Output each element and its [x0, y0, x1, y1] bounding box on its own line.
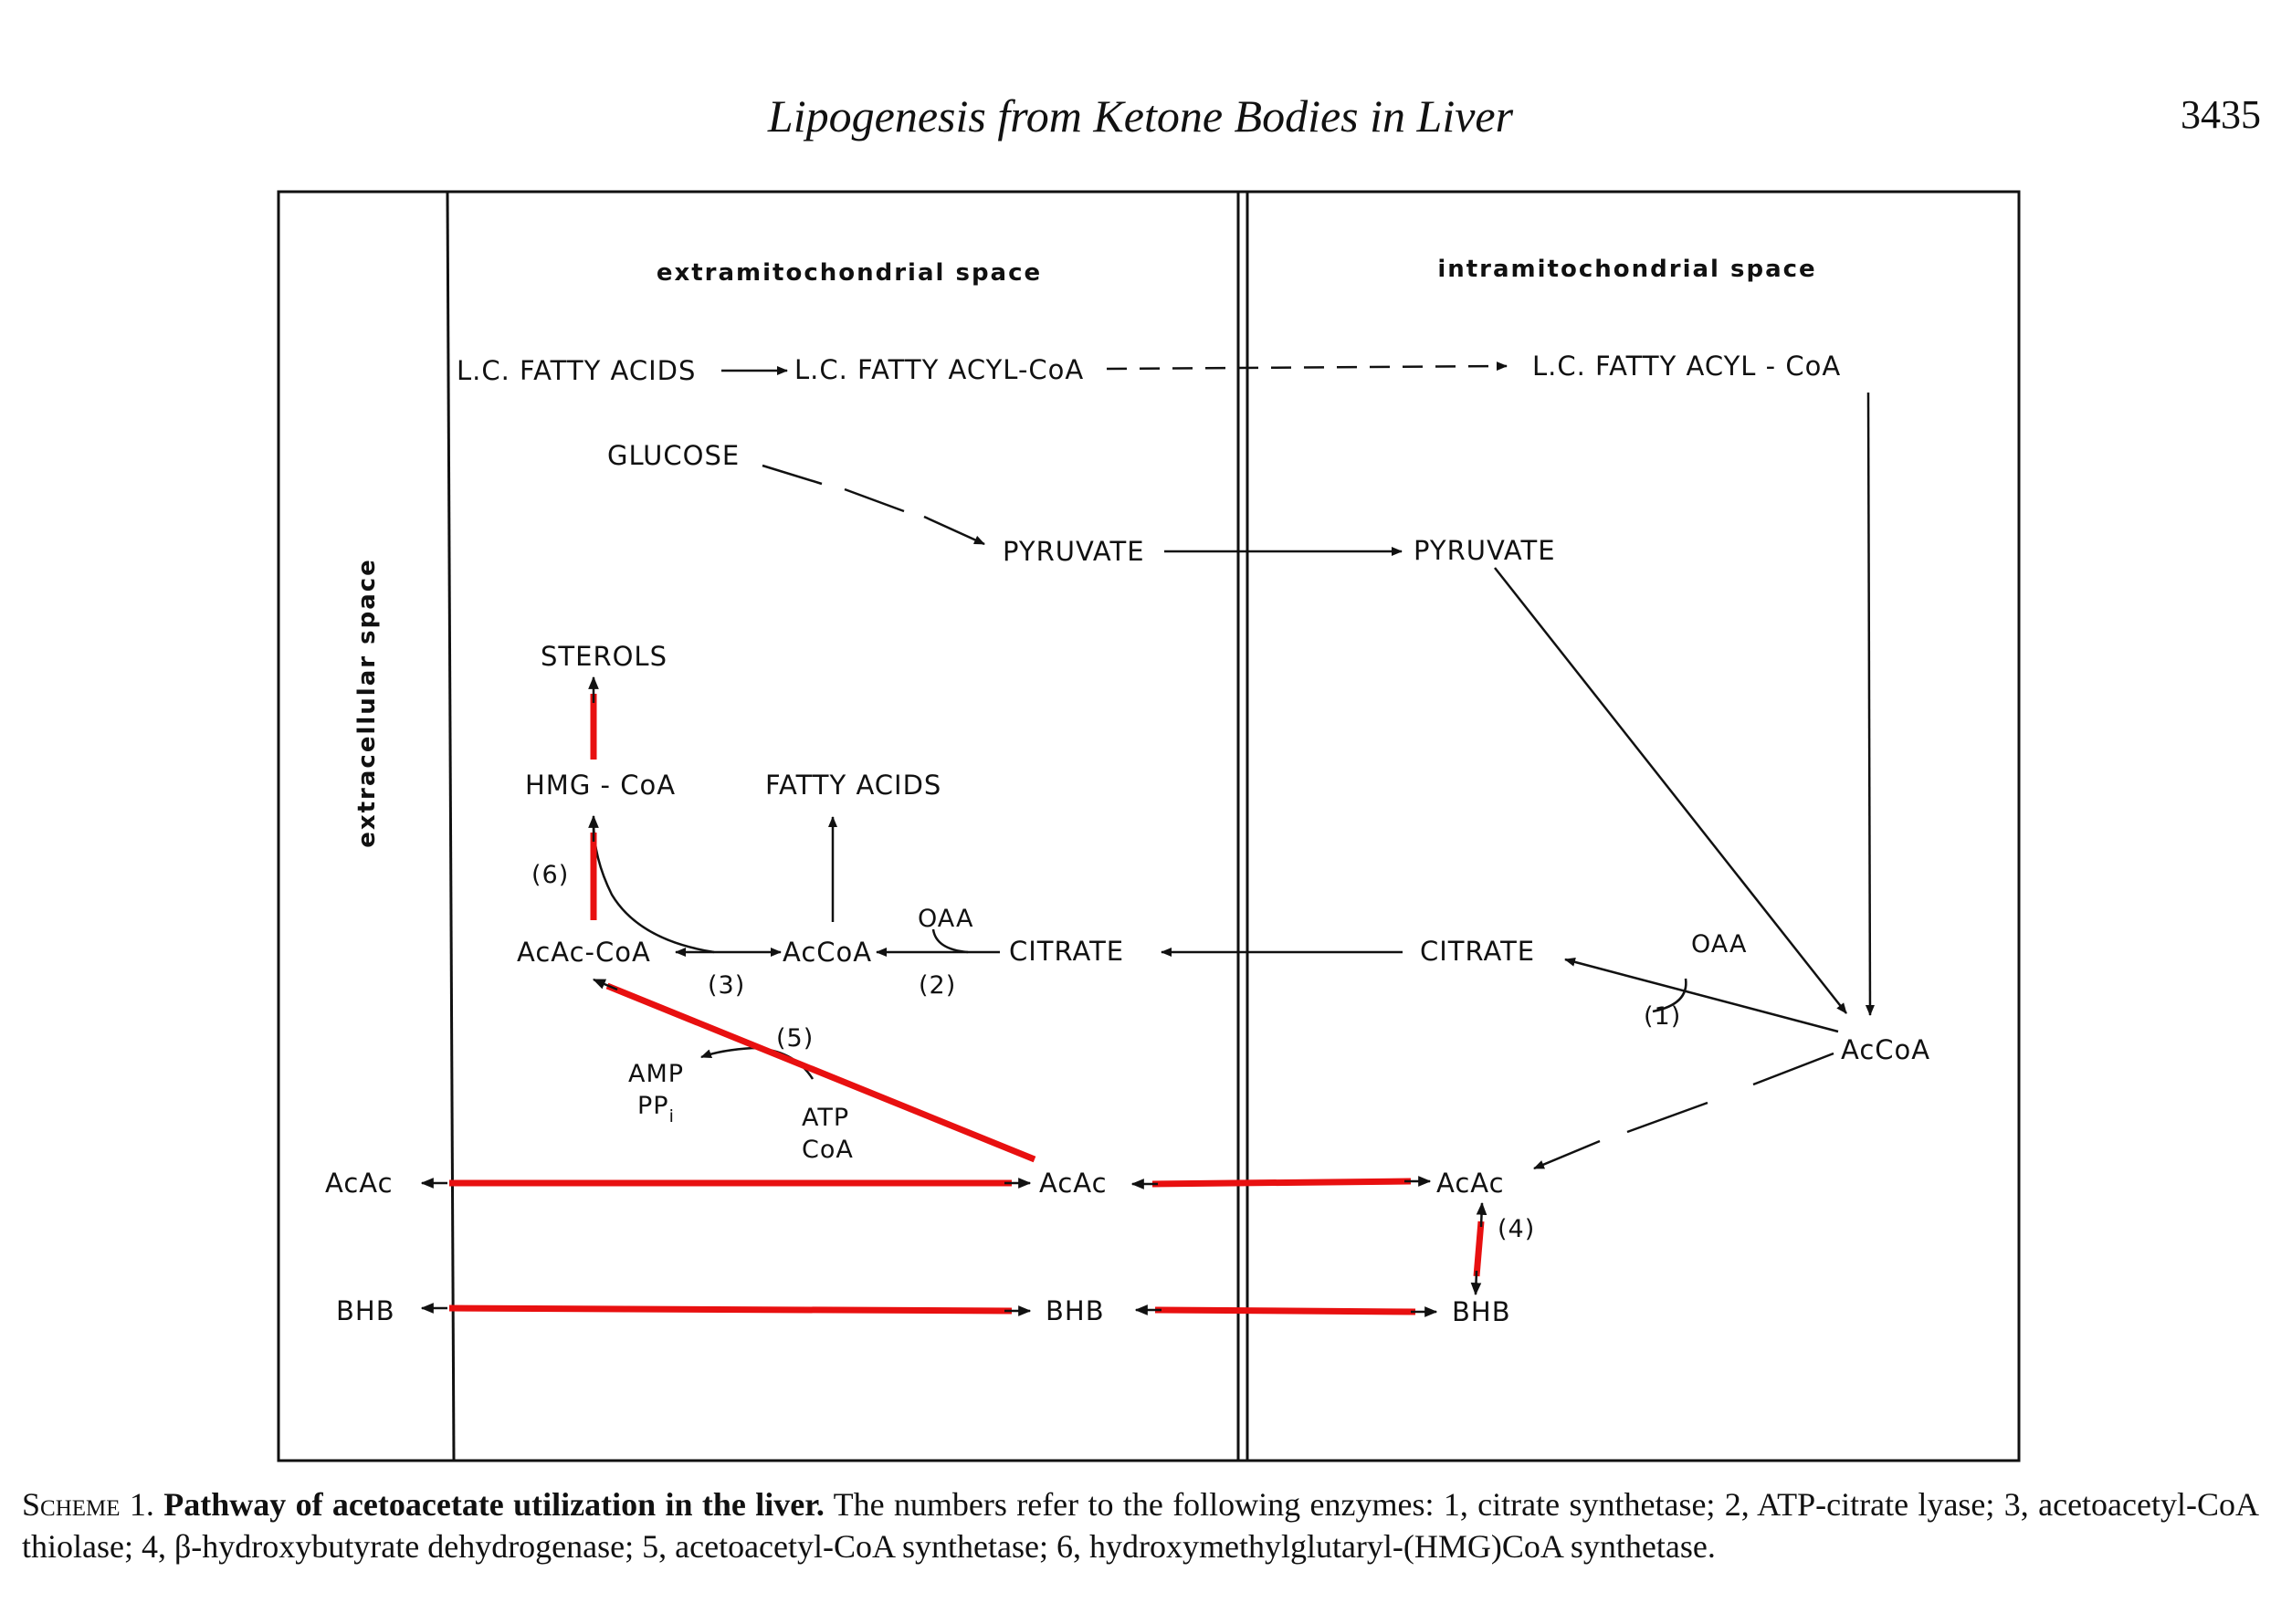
pyruvate-intra-label: PYRUVATE — [1414, 535, 1556, 566]
pyruvate-extra-label: PYRUVATE — [1003, 536, 1145, 567]
head-acac-up — [1476, 1201, 1487, 1228]
arrow-accoa-to-citrate — [1564, 957, 1839, 1033]
oaa-intra-entry-curve — [1652, 978, 1687, 1013]
lc-fatty-acids-label: L.C. FATTY ACIDS — [457, 355, 696, 386]
page-number: 3435 — [2181, 92, 2261, 137]
glucose-label: GLUCOSE — [607, 440, 740, 471]
arrow-accoa-to-acac — [1534, 1052, 1834, 1168]
arrow-glucose-to-pyruvate — [762, 464, 984, 544]
acac-cytosol-label: AcAc — [1039, 1168, 1108, 1199]
compartment-frame — [277, 190, 2021, 1462]
arrow-pyruvate-to-accoa — [1494, 567, 1847, 1014]
bhb-mito-label: BHB — [1452, 1296, 1511, 1327]
page-header-title: Lipogenesis from Ketone Bodies in Liver — [767, 90, 1514, 141]
red-acac-bhb-4 — [1473, 1221, 1485, 1277]
atp-label: ATP — [802, 1104, 849, 1132]
head-bhb-down — [1470, 1270, 1482, 1296]
pathway-diagram: extramitochondrial space intramitochondr… — [277, 190, 2021, 1462]
citrate-extra-label: CITRATE — [1009, 936, 1124, 967]
oaa-intra-label: OAA — [1691, 930, 1747, 959]
amp-label: AMP — [628, 1060, 684, 1088]
arrow-accoa-to-hmgcoa-curve — [592, 821, 715, 954]
ppi-label: PPi — [637, 1092, 675, 1126]
sterols-label: STEROLS — [541, 641, 667, 672]
acac-coa-label: AcAc-CoA — [517, 937, 651, 968]
oaa-extra-release-curve — [931, 928, 969, 954]
metabolite-labels: L.C. FATTY ACIDS L.C. FATTY ACYL-CoA L.C… — [325, 351, 1930, 1327]
enzyme-2-label: (2) — [919, 971, 956, 1000]
accoa-extra-label: AcCoA — [783, 937, 872, 968]
fatty-acids-label: FATTY ACIDS — [765, 770, 941, 801]
black-arrows — [592, 361, 1875, 1168]
red-bhb-cyto-to-mito — [1154, 1306, 1416, 1315]
enzyme-labels: (1) (2) (3) (4) (5) (6) — [531, 861, 1681, 1243]
arrow-acylcoa-transport — [1106, 361, 1508, 372]
extramitochondrial-space-label: extramitochondrial space — [657, 259, 1042, 287]
accoa-intra-label: AcCoA — [1841, 1034, 1930, 1065]
enzyme-4-label: (4) — [1498, 1215, 1535, 1243]
arrow-acylcoa-to-accoa — [1865, 392, 1875, 1016]
enzyme-6-label: (6) — [531, 861, 569, 889]
extracellular-space-label: extracellular space — [353, 558, 381, 848]
cell-membrane-line — [446, 191, 456, 1462]
bhb-extracellular-label: BHB — [336, 1295, 395, 1326]
hmg-coa-label: HMG - CoA — [525, 770, 676, 801]
red-acac-cyto-to-mito — [1151, 1178, 1412, 1188]
lc-fatty-acyl-coa-intra-label: L.C. FATTY ACYL - CoA — [1532, 351, 1841, 382]
outer-border — [277, 190, 2021, 1462]
caption-scheme-label: Scheme 1. — [22, 1486, 154, 1523]
citrate-intra-label: CITRATE — [1420, 936, 1535, 967]
figure-caption: Scheme 1. Pathway of acetoacetate utiliz… — [22, 1483, 2259, 1567]
caption-text: The numbers refer to the following enzym… — [22, 1486, 2259, 1565]
enzyme-3-label: (3) — [708, 971, 745, 1000]
red-arrows — [448, 694, 1485, 1315]
red-acac-to-acaccoa — [605, 982, 1036, 1163]
acac-extracellular-label: AcAc — [325, 1168, 394, 1199]
enzyme-5-label: (5) — [776, 1024, 814, 1053]
caption-title: Pathway of acetoacetate utilization in t… — [163, 1486, 825, 1523]
oaa-extra-label: OAA — [918, 905, 973, 933]
acac-mito-label: AcAc — [1436, 1168, 1505, 1199]
red-bhb-extracell-to-cyto — [448, 1304, 1013, 1315]
lc-fatty-acyl-coa-extra-label: L.C. FATTY ACYL-CoA — [794, 354, 1084, 385]
enzyme-1-label: (1) — [1644, 1002, 1681, 1031]
head-acaccoa — [592, 978, 618, 991]
red-arrow-heads — [420, 676, 1487, 1317]
coa-label: CoA — [802, 1136, 854, 1164]
intramitochondrial-space-label: intramitochondrial space — [1437, 256, 1816, 283]
bhb-cytosol-label: BHB — [1046, 1295, 1105, 1326]
